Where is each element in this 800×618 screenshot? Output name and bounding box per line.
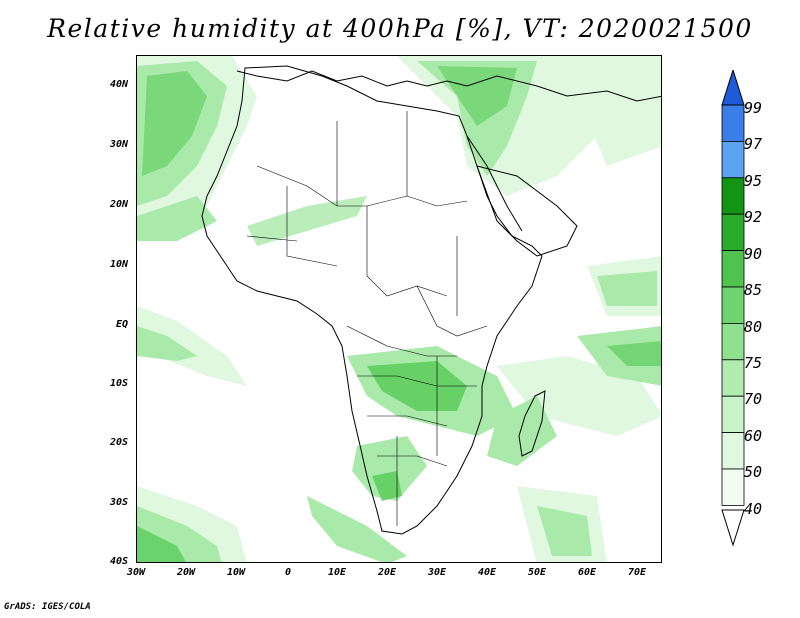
colorbar-box — [721, 432, 745, 470]
humidity-map — [137, 56, 661, 562]
country-borders — [246, 111, 488, 526]
colorbar-box — [721, 468, 745, 506]
colorbar-label-99: 99 — [744, 99, 763, 117]
colorbar-label-85: 85 — [744, 281, 763, 299]
lon-label-40e: 40E — [478, 567, 497, 578]
lon-label-10w: 10W — [227, 567, 246, 578]
colorbar-label-90: 90 — [744, 245, 763, 263]
colorbar-label-80: 80 — [744, 318, 763, 336]
colorbar-box — [721, 359, 745, 397]
colorbar-boxes — [721, 104, 745, 506]
colorbar-label-95: 95 — [744, 172, 763, 190]
colorbar-box — [721, 250, 745, 288]
lon-label-0: 0 — [285, 567, 292, 578]
colorbar-box — [721, 395, 745, 434]
humidity-shading — [137, 56, 661, 562]
lon-label-60e: 60E — [578, 567, 597, 578]
colorbar-label-97: 97 — [744, 135, 763, 153]
colorbar-bottom-arrow — [721, 509, 745, 547]
lat-label-20s: 20S — [110, 437, 129, 448]
map-panel — [136, 55, 662, 563]
colorbar-top-arrow — [721, 70, 745, 106]
lat-label-10s: 10S — [110, 378, 129, 389]
colorbar-label-50: 50 — [744, 463, 763, 481]
lon-label-20e: 20E — [378, 567, 397, 578]
lat-label-30n: 30N — [110, 139, 129, 150]
colorbar-label-70: 70 — [744, 390, 763, 408]
colorbar-label-75: 75 — [744, 354, 763, 372]
colorbar-label-92: 92 — [744, 208, 763, 226]
lat-label-40n: 40N — [110, 79, 129, 90]
lat-label-40s: 40S — [110, 556, 129, 567]
lat-label-eq: EQ — [116, 319, 129, 330]
colorbar — [721, 70, 745, 547]
lon-label-20w: 20W — [177, 567, 196, 578]
lon-label-70e: 70E — [628, 567, 647, 578]
colorbar-box — [721, 286, 745, 324]
lon-label-30w: 30W — [127, 567, 146, 578]
lon-label-30e: 30E — [428, 567, 447, 578]
lon-label-10e: 10E — [328, 567, 347, 578]
lat-label-10n: 10N — [110, 259, 129, 270]
lat-label-20n: 20N — [110, 199, 129, 210]
grads-credit: GrADS: IGES/COLA — [4, 602, 91, 612]
colorbar-box — [721, 141, 745, 179]
colorbar-box — [721, 177, 745, 215]
colorbar-label-40: 40 — [744, 500, 763, 518]
coastlines — [201, 65, 661, 535]
lon-label-50e: 50E — [528, 567, 547, 578]
colorbar-box — [721, 104, 745, 142]
lat-label-30s: 30S — [110, 497, 129, 508]
colorbar-box — [721, 322, 745, 361]
colorbar-box — [721, 213, 745, 251]
map-title: Relative humidity at 400hPa [%], VT: 202… — [47, 14, 753, 43]
colorbar-label-60: 60 — [744, 427, 763, 445]
